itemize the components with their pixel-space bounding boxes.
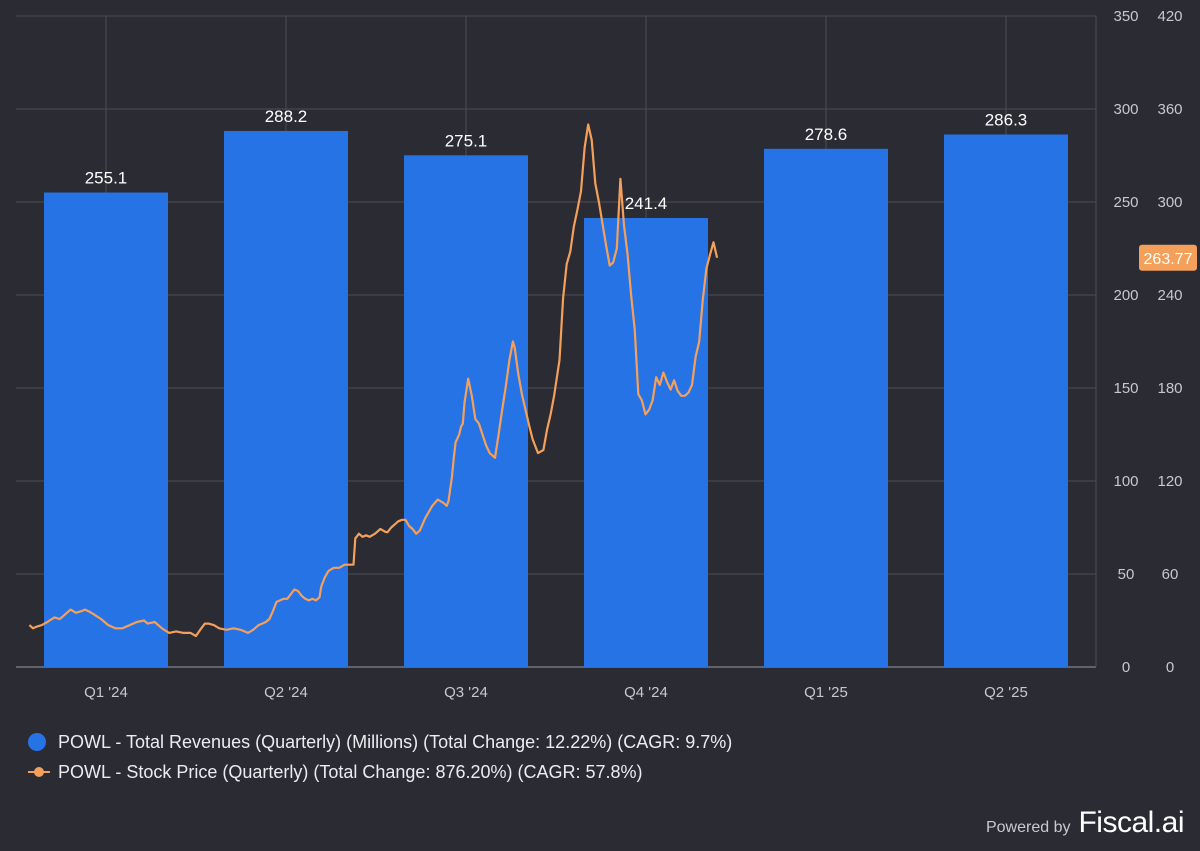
bar <box>584 217 708 667</box>
y-right-tick-label: 0 <box>1166 659 1174 676</box>
bar-value-label: 278.6 <box>805 125 848 144</box>
y-right-tick-label: 60 <box>1162 566 1179 583</box>
y-right-tick-label: 360 <box>1157 101 1182 118</box>
legend-line-icon <box>28 763 50 781</box>
bar <box>944 134 1068 667</box>
legend-dot-icon <box>28 733 46 751</box>
legend-item-stock-price[interactable]: POWL - Stock Price (Quarterly) (Total Ch… <box>28 758 732 786</box>
brand-prefix: Powered by <box>985 819 1071 836</box>
bar-value-label: 241.4 <box>625 194 668 213</box>
legend-label-stock-price: POWL - Stock Price (Quarterly) (Total Ch… <box>58 761 643 782</box>
y-left-tick-label: 250 <box>1113 194 1138 211</box>
y-right-tick-label: 300 <box>1157 194 1182 211</box>
brand-footer[interactable]: Powered by Fiscal.ai <box>985 806 1185 840</box>
bar <box>44 192 168 667</box>
bar-value-label: 255.1 <box>85 169 128 188</box>
x-tick-label: Q3 '24 <box>444 684 488 700</box>
legend-item-revenues[interactable]: POWL - Total Revenues (Quarterly) (Milli… <box>28 728 732 756</box>
x-tick-label: Q2 '25 <box>984 684 1028 700</box>
x-tick-label: Q2 '24 <box>264 684 308 700</box>
last-price-badge <box>1139 244 1197 271</box>
x-tick-label: Q4 '24 <box>624 684 668 700</box>
bar-value-label: 275.1 <box>445 131 488 150</box>
y-right-tick-label: 180 <box>1157 380 1182 397</box>
stock-price-line <box>28 123 719 638</box>
legend: POWL - Total Revenues (Quarterly) (Milli… <box>28 728 732 788</box>
legend-label-revenues: POWL - Total Revenues (Quarterly) (Milli… <box>58 731 733 752</box>
bar-value-label: 288.2 <box>265 107 308 126</box>
y-left-tick-label: 300 <box>1113 101 1138 118</box>
y-left-tick-label: 50 <box>1118 566 1135 583</box>
y-left-tick-label: 200 <box>1113 287 1138 304</box>
bar <box>404 155 528 667</box>
y-left-tick-label: 150 <box>1113 380 1138 397</box>
last-price-label: 263.77 <box>1144 251 1193 268</box>
y-left-tick-label: 0 <box>1122 659 1130 676</box>
bar <box>224 130 348 667</box>
y-right-tick-label: 120 <box>1157 473 1182 490</box>
y-left-tick-label: 350 <box>1113 8 1138 25</box>
x-tick-label: Q1 '24 <box>84 684 128 700</box>
y-left-tick-label: 100 <box>1113 473 1138 490</box>
bar <box>764 148 888 667</box>
y-right-tick-label: 240 <box>1157 287 1182 304</box>
bar-value-label: 286.3 <box>985 110 1028 129</box>
brand-logo-text: Fiscal.ai <box>1078 806 1184 839</box>
y-right-tick-label: 420 <box>1157 8 1182 25</box>
chart-area: 255.1 288.2 275.1 241.4 278.6 286.3 Q1 '24 Q2 '… <box>16 8 1197 700</box>
x-tick-label: Q1 '25 <box>804 684 848 700</box>
